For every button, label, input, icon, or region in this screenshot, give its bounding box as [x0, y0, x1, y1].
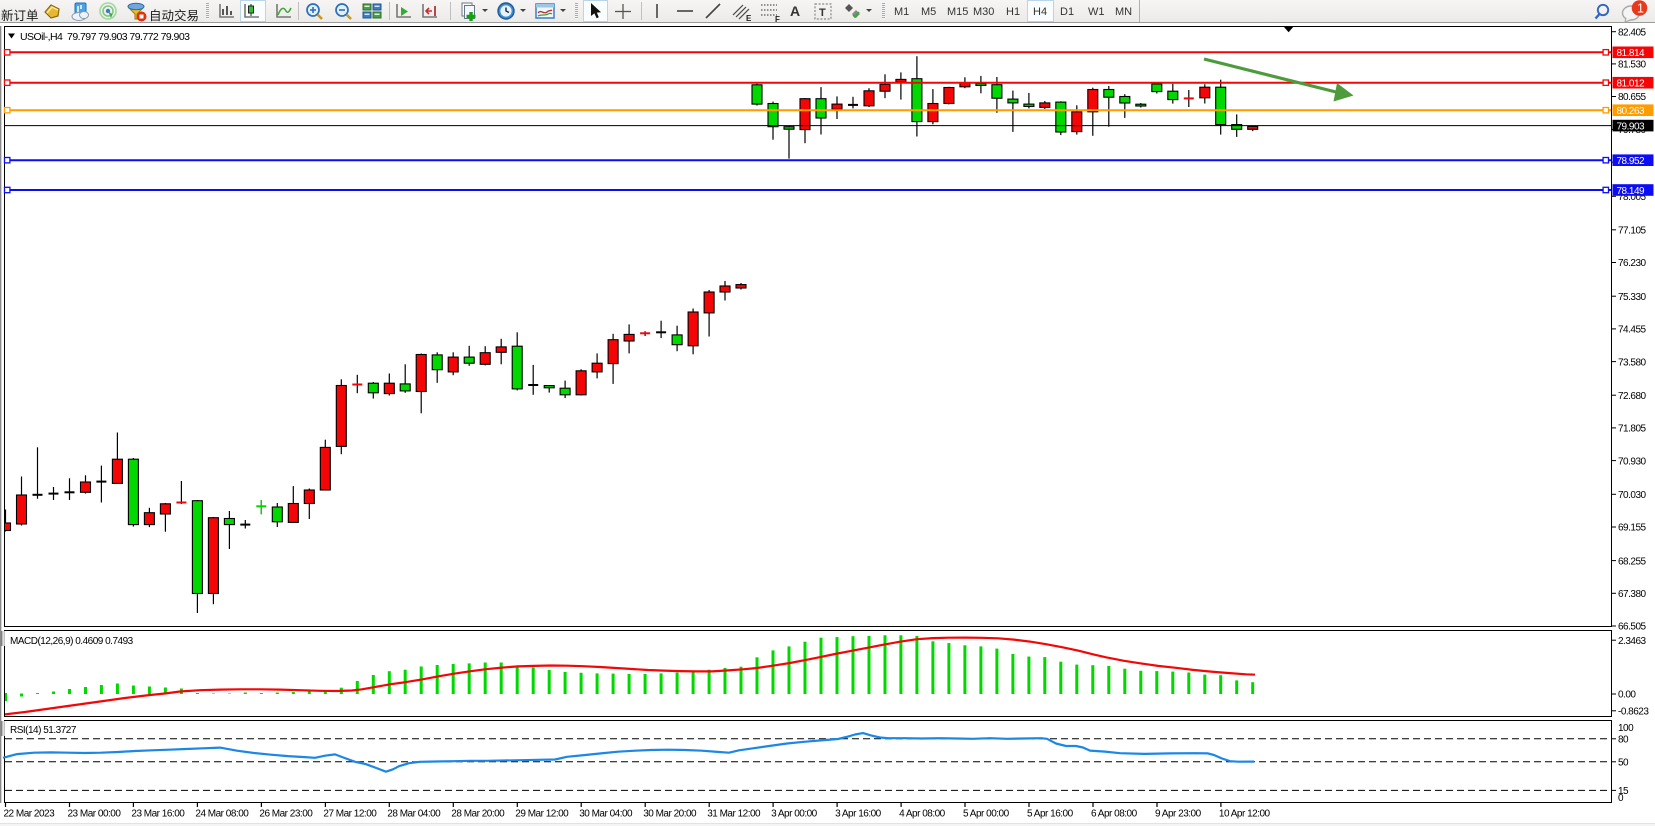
- svg-text:78.149: 78.149: [1617, 186, 1646, 197]
- svg-text:5 Apr 16:00: 5 Apr 16:00: [1027, 809, 1074, 820]
- svg-text:81.530: 81.530: [1618, 60, 1647, 71]
- svg-text:9 Apr 23:00: 9 Apr 23:00: [1155, 809, 1202, 820]
- svg-text:70.930: 70.930: [1618, 456, 1647, 467]
- svg-text:F: F: [775, 15, 780, 22]
- svg-text:75.330: 75.330: [1618, 292, 1647, 303]
- svg-text:100: 100: [1618, 723, 1634, 734]
- svg-text:USOil-,H4 79.797 79.903 79.77: USOil-,H4 79.797 79.903 79.772 79.903: [20, 31, 190, 43]
- svg-text:4 Apr 08:00: 4 Apr 08:00: [899, 809, 946, 820]
- svg-text:69.155: 69.155: [1618, 523, 1647, 534]
- svg-text:1: 1: [1637, 2, 1644, 16]
- svg-text:0: 0: [1618, 793, 1624, 804]
- svg-text:71.805: 71.805: [1618, 424, 1647, 435]
- svg-text:68.255: 68.255: [1618, 556, 1647, 567]
- svg-text:0.00: 0.00: [1618, 690, 1636, 701]
- svg-text:26 Mar 23:00: 26 Mar 23:00: [259, 809, 313, 820]
- svg-text:MACD(12,26,9) 0.4609 0.7493: MACD(12,26,9) 0.4609 0.7493: [10, 636, 134, 647]
- svg-text:5 Apr 00:00: 5 Apr 00:00: [963, 809, 1010, 820]
- svg-text:74.455: 74.455: [1618, 325, 1647, 336]
- svg-text:80: 80: [1618, 735, 1629, 746]
- svg-text:31 Mar 12:00: 31 Mar 12:00: [707, 809, 761, 820]
- svg-text:70.030: 70.030: [1618, 490, 1647, 501]
- svg-text:28 Mar 04:00: 28 Mar 04:00: [387, 809, 441, 820]
- svg-text:-0.8623: -0.8623: [1618, 707, 1649, 718]
- svg-text:80.655: 80.655: [1618, 92, 1647, 103]
- svg-text:78.005: 78.005: [1618, 192, 1647, 203]
- svg-text:81.012: 81.012: [1617, 79, 1646, 90]
- svg-text:27 Mar 12:00: 27 Mar 12:00: [323, 809, 377, 820]
- svg-text:30 Mar 04:00: 30 Mar 04:00: [579, 809, 633, 820]
- svg-text:23 Mar 00:00: 23 Mar 00:00: [68, 809, 122, 820]
- svg-text:10 Apr 12:00: 10 Apr 12:00: [1219, 809, 1271, 820]
- svg-text:29 Mar 12:00: 29 Mar 12:00: [515, 809, 569, 820]
- svg-text:RSI(14) 51.3727: RSI(14) 51.3727: [10, 725, 77, 736]
- svg-text:30 Mar 20:00: 30 Mar 20:00: [643, 809, 697, 820]
- svg-text:77.105: 77.105: [1618, 226, 1647, 237]
- svg-text:24 Mar 08:00: 24 Mar 08:00: [195, 809, 249, 820]
- svg-text:72.680: 72.680: [1618, 391, 1647, 402]
- svg-text:73.580: 73.580: [1618, 357, 1647, 368]
- svg-text:67.380: 67.380: [1618, 589, 1647, 600]
- svg-text:3 Apr 00:00: 3 Apr 00:00: [771, 809, 818, 820]
- svg-text:82.405: 82.405: [1618, 27, 1647, 38]
- svg-text:23 Mar 16:00: 23 Mar 16:00: [131, 809, 185, 820]
- svg-text:79.903: 79.903: [1617, 122, 1646, 133]
- svg-text:2.3463: 2.3463: [1618, 636, 1647, 647]
- svg-text:6 Apr 08:00: 6 Apr 08:00: [1091, 809, 1138, 820]
- svg-text:66.505: 66.505: [1618, 622, 1647, 633]
- svg-text:50: 50: [1618, 758, 1629, 769]
- svg-text:E: E: [746, 14, 752, 22]
- svg-text:81.814: 81.814: [1617, 48, 1646, 59]
- svg-text:3 Apr 16:00: 3 Apr 16:00: [835, 809, 882, 820]
- svg-text:22 Mar 2023: 22 Mar 2023: [4, 809, 56, 820]
- svg-text:80.263: 80.263: [1617, 106, 1646, 117]
- svg-text:76.230: 76.230: [1618, 258, 1647, 269]
- svg-text:T: T: [819, 7, 826, 19]
- svg-text:15: 15: [1618, 786, 1629, 797]
- svg-text:28 Mar 20:00: 28 Mar 20:00: [451, 809, 505, 820]
- svg-text:78.952: 78.952: [1617, 156, 1646, 167]
